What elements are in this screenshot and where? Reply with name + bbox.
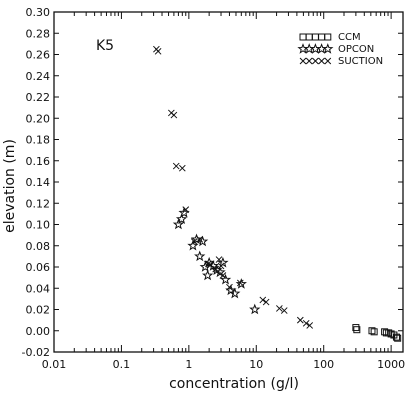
legend-sample-mark xyxy=(324,33,332,41)
ccm-point xyxy=(381,328,389,336)
opcon-point xyxy=(202,269,214,281)
suction-point xyxy=(215,256,223,263)
legend-sample-mark xyxy=(322,43,334,54)
suction-point xyxy=(276,305,283,312)
x-tick-label: 1000 xyxy=(377,358,405,371)
legend-sample-mark xyxy=(318,57,325,65)
suction-point xyxy=(219,272,227,279)
y-tick-label: 0.02 xyxy=(26,304,51,317)
legend-sample-mark xyxy=(305,57,313,65)
y-tick-label: 0.04 xyxy=(26,282,51,295)
suction-point xyxy=(217,262,225,270)
suction-point xyxy=(182,206,190,213)
legend-label-ccm: CCM xyxy=(338,32,361,43)
x-axis-title: concentration (g/l) xyxy=(169,376,299,392)
opcon-point xyxy=(175,213,188,224)
y-tick-label: 0.10 xyxy=(26,219,51,232)
ccm-point xyxy=(352,324,360,332)
legend-sample-mark xyxy=(318,33,326,41)
opcon-point xyxy=(229,287,241,299)
legend-sample-mark xyxy=(305,33,313,41)
opcon-point xyxy=(249,303,261,315)
opcon-point xyxy=(194,250,206,262)
suction-point xyxy=(190,238,198,245)
legend-sample-mark xyxy=(312,57,319,65)
suction-point xyxy=(226,283,233,291)
x-tick-label: 0.01 xyxy=(42,358,67,371)
legend-sample-mark xyxy=(324,57,332,65)
suction-point xyxy=(306,322,314,329)
suction-point xyxy=(302,319,310,327)
ccm-point xyxy=(368,327,376,335)
x-tick-label: 0.1 xyxy=(113,358,131,371)
legend-sample-mark xyxy=(311,33,319,41)
y-tick-label: 0.22 xyxy=(26,91,51,104)
legend-sample-mark xyxy=(299,57,307,65)
y-tick-label: 0.08 xyxy=(26,240,51,253)
suction-point xyxy=(178,164,186,172)
suction-point xyxy=(207,261,214,269)
suction-point xyxy=(154,47,162,55)
suction-point xyxy=(212,265,220,273)
suction-point xyxy=(236,279,244,287)
y-tick-label: 0.26 xyxy=(26,49,51,62)
x-tick-label: 1 xyxy=(185,358,192,371)
suction-point xyxy=(259,296,267,304)
y-tick-label: -0.02 xyxy=(22,346,50,359)
suction-point xyxy=(205,260,212,268)
y-tick-label: 0.18 xyxy=(26,134,51,147)
data-marks xyxy=(153,45,402,342)
suction-point xyxy=(262,298,270,306)
y-tick-label: 0.24 xyxy=(26,70,51,83)
ccm-point xyxy=(394,334,402,342)
opcon-point xyxy=(190,233,203,245)
y-tick-label: 0.30 xyxy=(26,6,51,19)
legend-label-suction: SUCTION xyxy=(338,56,383,67)
legend-sample-mark xyxy=(299,33,307,41)
opcon-point xyxy=(219,273,232,285)
y-tick-label: 0.12 xyxy=(26,197,51,210)
suction-point xyxy=(170,111,178,119)
x-tick-label: 100 xyxy=(313,358,334,371)
y-tick-label: 0.06 xyxy=(26,261,51,274)
panel-label: K5 xyxy=(96,38,114,54)
legend-label-opcon: OPCON xyxy=(338,44,374,55)
y-tick-label: 0.00 xyxy=(26,325,51,338)
ticks: -0.02 0.00 0.02 0.04 0.06 0.08 0.10 0.12 0.14 0.1… xyxy=(22,6,406,371)
series-opcon xyxy=(172,206,261,315)
y-tick-label: 0.14 xyxy=(26,176,51,189)
suction-point xyxy=(172,162,180,170)
suction-point xyxy=(296,316,304,324)
y-tick-label: 0.28 xyxy=(26,27,51,40)
series-suction xyxy=(153,45,314,329)
ccm-point xyxy=(392,333,400,341)
opcon-point xyxy=(187,239,199,251)
y-tick-label: 0.16 xyxy=(26,155,51,168)
series-ccm xyxy=(352,324,402,342)
ccm-point xyxy=(385,329,393,337)
y-axis-title: elevation (m) xyxy=(2,139,18,233)
ccm-point xyxy=(353,326,361,334)
x-tick-label: 10 xyxy=(249,358,263,371)
suction-point xyxy=(280,307,288,314)
y-tick-label: 0.20 xyxy=(26,112,51,125)
opcon-point xyxy=(172,218,185,230)
suction-point xyxy=(196,236,204,243)
opcon-point xyxy=(235,278,247,289)
ccm-point xyxy=(370,328,378,336)
